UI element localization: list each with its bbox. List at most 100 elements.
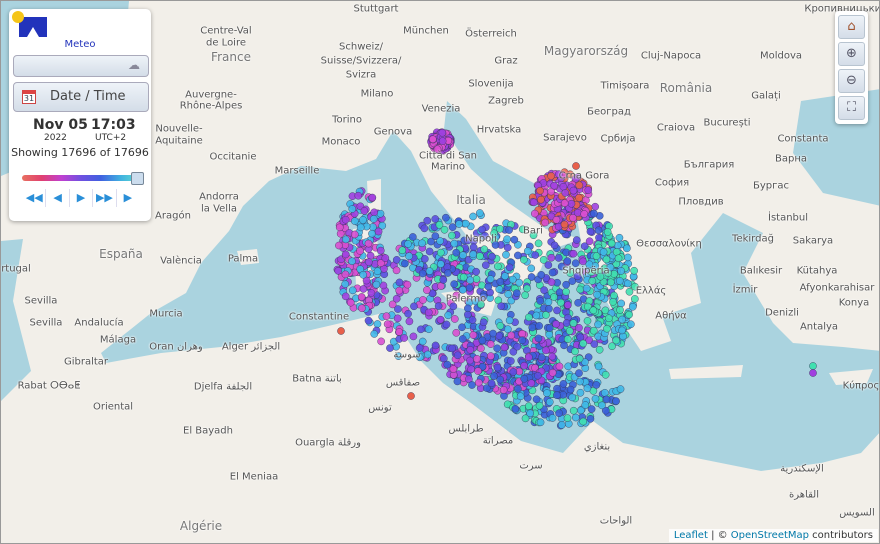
observation-point[interactable] — [612, 336, 620, 345]
observation-point[interactable] — [373, 267, 382, 276]
observation-point[interactable] — [557, 421, 566, 429]
observation-point[interactable] — [392, 294, 401, 303]
observation-point[interactable] — [529, 231, 538, 240]
observation-point[interactable] — [370, 330, 379, 338]
observation-point[interactable] — [609, 298, 617, 306]
observation-point[interactable] — [537, 353, 546, 362]
observation-point[interactable] — [449, 302, 458, 311]
observation-point[interactable] — [623, 244, 631, 253]
observation-point[interactable] — [524, 353, 533, 362]
time-slider-handle[interactable] — [131, 172, 144, 185]
observation-point[interactable] — [449, 365, 458, 373]
observation-point[interactable] — [579, 257, 587, 266]
observation-point[interactable] — [405, 317, 414, 326]
observation-point[interactable] — [404, 309, 412, 318]
observation-point[interactable] — [518, 225, 527, 234]
observation-point[interactable] — [614, 254, 623, 263]
observation-point[interactable] — [515, 278, 524, 287]
observation-point[interactable] — [589, 306, 598, 315]
observation-point[interactable] — [586, 415, 595, 423]
observation-point[interactable] — [587, 268, 596, 276]
observation-point[interactable] — [618, 315, 626, 324]
observation-point[interactable] — [535, 322, 543, 330]
observation-point[interactable] — [469, 243, 478, 252]
observation-point[interactable] — [553, 391, 561, 399]
observation-point[interactable] — [562, 287, 570, 296]
observation-point[interactable] — [627, 320, 635, 329]
observation-point[interactable] — [482, 261, 490, 269]
date-time-button[interactable]: 31 Date / Time — [13, 82, 149, 112]
observation-point[interactable] — [532, 311, 541, 320]
observation-point[interactable] — [388, 300, 397, 309]
observation-point[interactable] — [436, 260, 445, 268]
observation-point[interactable] — [392, 266, 401, 275]
observation-point[interactable] — [583, 317, 592, 325]
observation-point[interactable] — [555, 170, 563, 178]
observation-point[interactable] — [630, 266, 638, 275]
observation-point[interactable] — [616, 306, 624, 314]
observation-point[interactable] — [424, 308, 433, 317]
observation-point[interactable] — [536, 418, 545, 427]
observation-point[interactable] — [527, 264, 536, 273]
observation-point[interactable] — [603, 228, 612, 236]
observation-point[interactable] — [526, 409, 535, 418]
observation-point[interactable] — [571, 175, 580, 183]
observation-point[interactable] — [479, 292, 488, 301]
observation-point[interactable] — [520, 361, 528, 370]
observation-point[interactable] — [453, 351, 462, 360]
observation-point[interactable] — [409, 233, 417, 241]
observation-point[interactable] — [452, 291, 461, 300]
observation-point[interactable] — [537, 271, 546, 279]
observation-point[interactable] — [612, 397, 620, 405]
observation-point[interactable] — [547, 172, 555, 180]
observation-point[interactable] — [377, 259, 385, 267]
observation-point[interactable] — [346, 298, 355, 307]
observation-point[interactable] — [563, 414, 572, 422]
observation-point[interactable] — [584, 186, 593, 194]
observation-point[interactable] — [490, 229, 498, 238]
observation-point[interactable] — [521, 291, 529, 299]
observation-point[interactable] — [459, 251, 467, 260]
observation-point[interactable] — [341, 215, 350, 224]
observation-point[interactable] — [386, 344, 394, 352]
observation-point[interactable] — [503, 243, 512, 252]
observation-point[interactable] — [563, 257, 572, 265]
observation-point[interactable] — [532, 395, 541, 404]
observation-point[interactable] — [431, 232, 440, 240]
observation-point[interactable] — [510, 235, 519, 244]
observation-point[interactable] — [592, 381, 601, 389]
observation-point[interactable] — [342, 235, 350, 244]
observation-point[interactable] — [504, 325, 512, 333]
observation-point[interactable] — [588, 277, 597, 285]
observation-point[interactable] — [547, 253, 556, 262]
observation-point[interactable] — [448, 344, 456, 353]
observation-point[interactable] — [472, 275, 481, 283]
observation-point[interactable] — [505, 226, 513, 234]
observation-point[interactable] — [574, 299, 582, 307]
observation-point[interactable] — [419, 296, 427, 304]
home-button[interactable]: ⌂ — [838, 15, 865, 39]
observation-point[interactable] — [625, 310, 633, 319]
observation-point[interactable] — [520, 374, 529, 383]
observation-point[interactable] — [606, 278, 615, 287]
observation-point[interactable] — [443, 360, 452, 369]
observation-point[interactable] — [393, 314, 402, 323]
observation-point[interactable] — [439, 276, 448, 284]
observation-point[interactable] — [348, 286, 357, 295]
observation-point[interactable] — [474, 367, 482, 375]
observation-point[interactable] — [548, 352, 557, 361]
observation-point[interactable] — [508, 275, 517, 284]
observation-point[interactable] — [548, 414, 557, 422]
observation-point[interactable] — [478, 281, 486, 290]
observation-point[interactable] — [562, 319, 571, 327]
observation-point[interactable] — [468, 316, 477, 324]
observation-point[interactable] — [576, 377, 584, 386]
observation-point[interactable] — [557, 262, 566, 271]
observation-point[interactable] — [552, 216, 561, 224]
observation-point[interactable] — [477, 300, 485, 309]
observation-point[interactable] — [472, 267, 480, 276]
observation-point[interactable] — [444, 311, 452, 320]
observation-point[interactable] — [442, 213, 450, 222]
observation-point[interactable] — [496, 225, 504, 233]
